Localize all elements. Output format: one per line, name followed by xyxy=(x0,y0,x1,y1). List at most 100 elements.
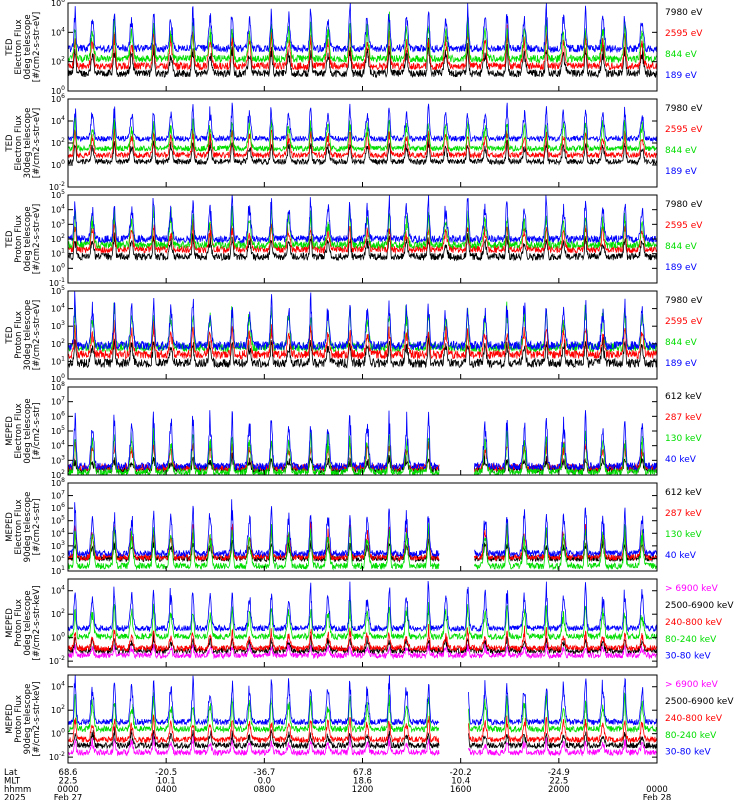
panel-4: 105 104 103 102 101 100 TED Proton Flux 30deg te… xyxy=(5,285,703,384)
y-axis-label: MEPED xyxy=(5,704,15,734)
y-tick-label: 103 xyxy=(51,454,65,465)
y-axis-label: Electron Flux xyxy=(14,19,24,74)
y-axis-label: 0deg telescope xyxy=(23,398,33,463)
legend-entry: 844 eV xyxy=(665,338,698,348)
y-tick-label: 106 xyxy=(51,502,65,513)
panel-3: 105 104 103 102 101 100 10-1 TED Proton Flux 0deg… xyxy=(5,189,703,288)
y-tick-label: 102 xyxy=(51,608,65,619)
legend-entry: 240-800 keV xyxy=(665,714,723,724)
y-axis-label: [#/cm2-s-str] xyxy=(32,499,42,556)
y-axis-label: 30deg telescope xyxy=(23,300,33,371)
series-line xyxy=(68,117,657,153)
x-tick-lat: -20.2 xyxy=(450,768,472,778)
panel-frame xyxy=(67,98,658,188)
y-axis-label: Proton Flux xyxy=(14,215,24,263)
legend-entry: 189 eV xyxy=(665,263,698,273)
legend-entry: 240-800 keV xyxy=(665,618,723,628)
x-tick-hhmm: 1600 xyxy=(450,785,472,795)
series-line xyxy=(68,691,657,734)
series-line xyxy=(68,195,657,245)
legend-entry: 2595 eV xyxy=(665,125,703,135)
legend-entry: 612 keV xyxy=(665,392,702,402)
y-tick-label: 106 xyxy=(51,93,65,104)
legend-entry: 612 keV xyxy=(665,488,702,498)
x-tick-hhmm: 0000 xyxy=(646,785,668,795)
y-tick-label: 100 xyxy=(51,373,65,384)
y-tick-label: 102 xyxy=(51,56,65,67)
panel-5: 108 107 106 105 104 103 102 MEPED Electron Flux 0… xyxy=(5,381,702,480)
x-tick-lat: -24.9 xyxy=(548,768,570,778)
series-line xyxy=(68,127,657,160)
legend-entry: 2595 eV xyxy=(665,221,703,231)
year-label: 2025 xyxy=(4,794,26,800)
y-tick-label: 104 xyxy=(51,440,65,451)
y-tick-label: 102 xyxy=(51,469,65,480)
y-axis-label: 30deg telescope xyxy=(23,108,33,179)
y-axis-label: Proton Flux xyxy=(14,599,24,647)
panel-7: 104 102 100 10-2 MEPED Proton Flux 0deg telesc… xyxy=(5,578,734,668)
y-axis-label: 90deg telescope xyxy=(23,684,33,755)
series-line xyxy=(68,232,657,262)
y-tick-label: 102 xyxy=(51,338,65,349)
x-tick-mlt: 10.1 xyxy=(157,777,176,787)
legend-entry: > 6900 keV xyxy=(665,680,719,690)
y-tick-label: 102 xyxy=(51,233,65,244)
y-axis-label: [#/cm2-s-str-eV] xyxy=(32,204,42,274)
y-axis-label: TED xyxy=(5,38,15,57)
y-tick-label: 10-2 xyxy=(49,751,65,762)
y-axis-label: MEPED xyxy=(5,608,15,638)
y-tick-label: 100 xyxy=(51,262,65,273)
y-axis-label: Electron Flux xyxy=(14,403,24,458)
x-tick-date: Feb 27 xyxy=(54,794,83,800)
legend-entry: 844 eV xyxy=(665,146,698,156)
legend-entry: 130 keV xyxy=(665,530,702,540)
legend-entry: 2595 eV xyxy=(665,29,703,39)
y-tick-label: 101 xyxy=(51,248,65,259)
series-line xyxy=(68,623,657,653)
series-line xyxy=(68,3,657,54)
legend-entry: 287 keV xyxy=(665,413,702,423)
series-line xyxy=(68,675,657,727)
legend-entry: 287 keV xyxy=(665,509,702,519)
series-line xyxy=(68,291,657,352)
legend-entry: 30-80 keV xyxy=(665,652,711,662)
series-line xyxy=(68,600,657,641)
y-tick-label: 106 xyxy=(51,0,65,8)
y-tick-label: 100 xyxy=(51,85,65,96)
series-line xyxy=(68,726,657,750)
y-tick-label: 102 xyxy=(51,704,65,715)
series-line xyxy=(68,219,657,255)
series-line xyxy=(68,37,657,79)
x-tick-hhmm: 0400 xyxy=(155,785,177,795)
y-tick-label: 100 xyxy=(51,159,65,170)
y-tick-label: 10-2 xyxy=(49,181,65,192)
x-tick-hhmm: 1200 xyxy=(352,785,374,795)
legend-entry: 7980 eV xyxy=(665,104,703,114)
y-axis-label: Proton Flux xyxy=(14,311,24,359)
series-line xyxy=(68,24,657,71)
y-tick-label: 100 xyxy=(51,728,65,739)
legend-entry: 2595 eV xyxy=(665,317,703,327)
x-tick-lat: -36.7 xyxy=(253,768,275,778)
series-line xyxy=(68,102,657,143)
y-axis-label: MEPED xyxy=(5,512,15,542)
x-tick-mlt: 18.6 xyxy=(353,777,372,787)
panel-2: 106 104 102 100 10-2 TED Electron Flux 30deg te… xyxy=(5,93,703,192)
series-line xyxy=(68,499,657,558)
y-tick-label: 103 xyxy=(51,540,65,551)
x-row-label: Lat xyxy=(4,768,18,778)
legend-entry: 844 eV xyxy=(665,50,698,60)
legend-entry: 7980 eV xyxy=(665,296,703,306)
series-line xyxy=(68,11,657,64)
y-axis-label: 0deg telescope xyxy=(23,206,33,271)
legend-entry: 189 eV xyxy=(665,71,698,81)
y-axis-label: [#/cm2-s-str-eV] xyxy=(32,300,42,370)
y-axis-label: [#/cm2-s-str-eV] xyxy=(32,12,42,82)
legend-entry: 189 eV xyxy=(665,167,698,177)
y-axis-label: [#/cm2-s-str-keV] xyxy=(32,682,42,757)
legend-entry: 7980 eV xyxy=(665,200,703,210)
panel-1: 106 104 102 100 TED Electron Flux 0deg telesco… xyxy=(5,0,703,96)
